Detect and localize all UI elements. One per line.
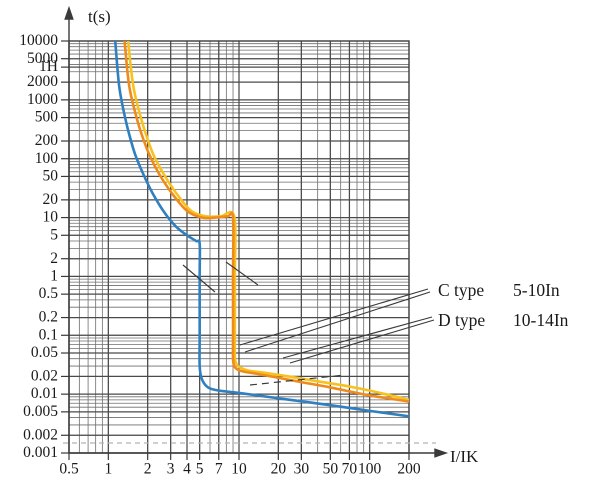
y-axis-title: t(s) bbox=[88, 7, 111, 26]
y-tick-label: 0.005 bbox=[23, 403, 58, 420]
legend-type-d: D type bbox=[438, 310, 485, 330]
y-tick-label: 1000 bbox=[27, 91, 58, 108]
y-tick-label: 100 bbox=[35, 150, 59, 167]
curve-c-type bbox=[113, 41, 409, 418]
leader-line-d-long2 bbox=[289, 319, 435, 364]
legend-range-d: 10-14In bbox=[513, 310, 569, 330]
leader-lines bbox=[182, 261, 435, 386]
y-tick-label: 1 bbox=[50, 267, 58, 284]
leader-line-d-short bbox=[225, 261, 259, 286]
y-tick-label: 0.2 bbox=[39, 309, 58, 326]
y-tick-label: 0.05 bbox=[31, 344, 58, 361]
legend-range-c: 5-10In bbox=[513, 280, 560, 300]
x-axis-arrowhead bbox=[434, 448, 449, 458]
x-axis-tick-labels: 0.5 1 2 3 4 5 7 10 20 30 50 70 100 200 bbox=[59, 460, 421, 477]
y-tick-label: 10000 bbox=[19, 32, 58, 49]
y-tick-label: 0.001 bbox=[23, 444, 58, 461]
y-tick-label: 2 bbox=[50, 250, 58, 267]
curve-d-type bbox=[123, 41, 409, 403]
y-axis-arrowhead bbox=[64, 5, 74, 20]
y-tick-label: 50 bbox=[43, 167, 59, 184]
x-tick-marks bbox=[68, 453, 410, 460]
y-tick-label: 0.02 bbox=[31, 367, 58, 384]
y-tick-label: 0.01 bbox=[31, 385, 58, 402]
leader-line-c-short bbox=[182, 264, 216, 293]
x-tick-label: 10 bbox=[231, 460, 247, 477]
y-tick-label: 200 bbox=[35, 132, 59, 149]
curve-group bbox=[113, 41, 409, 418]
x-tick-label: 70 bbox=[342, 460, 358, 477]
x-tick-label: 2 bbox=[144, 460, 152, 477]
x-tick-label: 200 bbox=[397, 460, 421, 477]
curve-d-type-upper bbox=[126, 41, 409, 402]
x-tick-label: 100 bbox=[358, 460, 382, 477]
x-axis-title: I/IK bbox=[450, 447, 479, 466]
x-tick-label: 30 bbox=[294, 460, 310, 477]
axis-arrows bbox=[64, 5, 449, 458]
x-tick-label: 20 bbox=[271, 460, 287, 477]
y-tick-label: 10 bbox=[43, 209, 59, 226]
x-tick-label: 1 bbox=[104, 460, 112, 477]
y-tick-label: 20 bbox=[43, 191, 59, 208]
y-tick-label: 0.5 bbox=[39, 285, 59, 302]
y-tick-label: 5 bbox=[50, 226, 58, 243]
x-tick-label: 50 bbox=[323, 460, 339, 477]
x-tick-label: 3 bbox=[167, 460, 175, 477]
x-tick-label: 5 bbox=[196, 460, 204, 477]
leader-line-d-dashed bbox=[249, 374, 346, 386]
x-tick-label: 0.5 bbox=[59, 460, 79, 477]
legend-type-c: C type bbox=[438, 280, 484, 300]
x-tick-label: 4 bbox=[183, 460, 191, 477]
leader-line-c-long2 bbox=[244, 291, 431, 353]
y-tick-marks bbox=[61, 40, 69, 454]
y-tick-label: 500 bbox=[35, 109, 59, 126]
y-tick-label: 1H bbox=[39, 58, 58, 75]
y-tick-label: 2000 bbox=[27, 73, 58, 90]
x-tick-label: 7 bbox=[215, 460, 223, 477]
leader-line-c-long bbox=[239, 288, 429, 346]
y-tick-label: 0.1 bbox=[39, 326, 58, 343]
y-tick-label: 0.002 bbox=[23, 426, 58, 443]
leader-line-d-long bbox=[282, 316, 433, 359]
y-tick-label: 5000 bbox=[27, 50, 58, 67]
